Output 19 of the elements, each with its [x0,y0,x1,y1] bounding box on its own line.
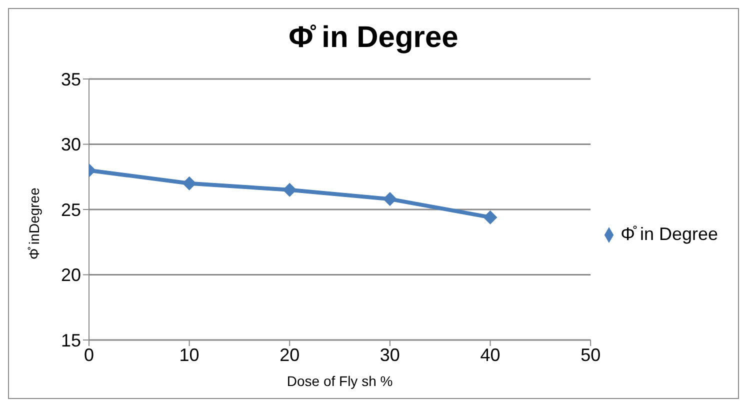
y-axis-title: Φ̊ inDegree [26,187,42,260]
point [282,182,297,197]
point [182,176,196,190]
chart-title: Φ̊ in Degree [288,21,460,56]
x-tick-label: 20 [280,344,300,365]
y-tick-label: 20 [60,265,81,286]
y-tick-label: 30 [60,134,81,155]
x-tick-label: 30 [380,344,400,365]
point [483,210,498,224]
legend-label: Φ̊ in Degree [620,224,718,244]
x-tick-label: 0 [84,344,94,365]
x-tick-label: 50 [580,344,601,365]
y-tick-label: 25 [60,200,81,220]
y-tick-label: 35 [60,69,81,90]
y-tick-label: 15 [60,330,81,350]
point [382,192,397,206]
x-tick-label: 10 [179,344,200,365]
x-tick-label: 40 [480,344,500,365]
x-axis-title: Dose of Fly sh % [286,373,393,389]
